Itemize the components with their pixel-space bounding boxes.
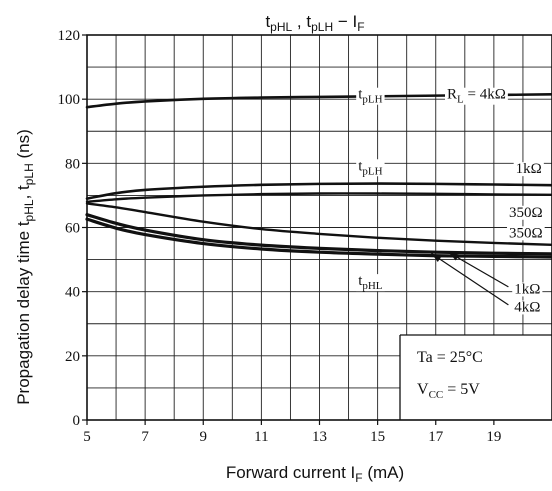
svg-text:1kΩ: 1kΩ — [516, 161, 542, 177]
svg-text:RL = 4kΩ: RL = 4kΩ — [447, 87, 506, 106]
annotation-tplh_mid: tpLH — [356, 158, 385, 177]
condition-ta: Ta = 25°C — [417, 349, 483, 366]
svg-text:tpLH: tpLH — [358, 158, 382, 177]
arrow-line — [448, 252, 509, 288]
y-tick-label: 60 — [65, 221, 80, 237]
x-tick-label: 5 — [83, 429, 91, 445]
svg-text:tpLH: tpLH — [358, 87, 382, 106]
series-line-4 — [85, 202, 552, 247]
arrow-head — [431, 253, 442, 262]
annotations-group: tpLH RL = 4kΩ tpLH 1kΩ 350Ω 350Ω tpHL 1kΩ 4kΩ — [356, 87, 545, 315]
y-axis-label: Propagation delay time tpHL, tpLH (ns) — [14, 129, 36, 405]
series-line-6 — [85, 217, 552, 259]
arrow-head — [448, 252, 460, 261]
arrows-group — [431, 252, 509, 306]
svg-text:1kΩ: 1kΩ — [514, 281, 540, 297]
x-tick-label: 19 — [486, 429, 501, 445]
svg-text:4kΩ: 4kΩ — [514, 299, 540, 315]
conditions-box: Ta = 25°C VCC = 5V — [399, 334, 552, 420]
annotation-tphl: tpHL — [356, 273, 385, 292]
y-tick-label: 0 — [73, 413, 81, 429]
x-tick-label: 7 — [141, 429, 149, 445]
y-tick-label: 100 — [58, 92, 81, 108]
x-tick-label: 13 — [312, 429, 327, 445]
svg-text:350Ω: 350Ω — [509, 205, 543, 221]
annotation-rl: RL = 4kΩ — [445, 87, 508, 106]
arrow-line — [431, 252, 509, 306]
annotation-r350a: 350Ω — [507, 205, 545, 221]
series-line-5 — [85, 213, 552, 256]
x-tick-label: 11 — [254, 429, 268, 445]
svg-text:tpHL: tpHL — [358, 273, 383, 292]
y-tick-label: 20 — [65, 349, 80, 365]
annotation-k1_top: 1kΩ — [513, 161, 544, 177]
annotation-r350b: 350Ω — [507, 225, 545, 241]
condition-vcc: VCC = 5V — [417, 381, 480, 401]
plot-frame — [86, 34, 552, 421]
x-tick-label: 15 — [370, 429, 385, 445]
series-line-2 — [85, 182, 552, 200]
y-tick-label: 120 — [58, 28, 81, 44]
y-tick-label: 80 — [65, 156, 80, 172]
x-tick-label: 9 — [200, 429, 208, 445]
series-group — [85, 93, 552, 259]
tick-labels: 5 7 9 11 13 15 17 19 0 20 40 60 80 100 120 — [58, 28, 502, 445]
annotation-k1_bot: 1kΩ — [512, 281, 543, 297]
series-line-3 — [85, 192, 552, 204]
annotation-tplh_top: tpLH — [356, 87, 385, 106]
chart-title: tpHL , tpLH − IF — [265, 12, 364, 34]
annotation-k4_bot: 4kΩ — [512, 299, 543, 315]
svg-text:350Ω: 350Ω — [509, 225, 543, 241]
x-tick-label: 17 — [428, 429, 444, 445]
y-tick-label: 40 — [65, 285, 80, 301]
x-axis-label: Forward current IF (mA) — [226, 463, 404, 485]
